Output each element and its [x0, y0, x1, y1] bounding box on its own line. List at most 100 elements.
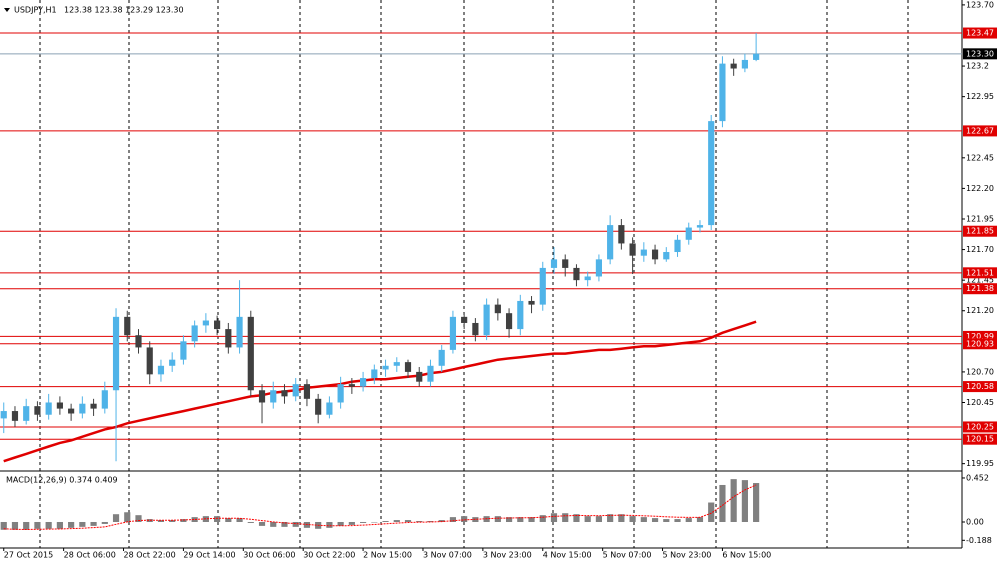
y-tick-label: 121.70: [966, 245, 994, 254]
candle-body: [607, 225, 614, 260]
candle-body: [629, 243, 636, 256]
level-label-bg: [963, 381, 997, 393]
candle-body: [651, 249, 659, 260]
y-tick-label: 120.70: [966, 367, 994, 376]
candle-body: [214, 320, 221, 330]
candle-body: [135, 335, 142, 348]
candle-body: [180, 341, 187, 360]
macd-bar: [191, 517, 198, 522]
y-tick-label: 0.00: [966, 517, 984, 526]
macd-bar: [573, 514, 580, 522]
macd-bar: [281, 521, 288, 527]
macd-bar: [180, 519, 187, 522]
macd-title: MACD(12,26,9) 0.374 0.409: [6, 476, 118, 485]
macd-bar: [169, 520, 176, 522]
candle-body: [618, 225, 625, 244]
candle-body: [393, 362, 400, 366]
macd-bar: [157, 520, 165, 522]
y-tick-label: 121.45: [966, 276, 994, 285]
candle-body: [56, 402, 63, 409]
macd-bar: [270, 521, 277, 527]
macd-bar: [326, 521, 333, 528]
candle-body: [34, 406, 41, 415]
candle-body: [753, 53, 760, 60]
candle-body: [225, 329, 232, 348]
candle-body: [337, 384, 344, 403]
y-tick-label: 120.45: [966, 398, 994, 407]
candle-body: [696, 225, 704, 228]
level-label-bg: [963, 433, 997, 445]
level-label-bg: [963, 225, 997, 237]
macd-bar: [404, 520, 412, 522]
candle-body: [79, 403, 86, 414]
level-label-bg: [963, 125, 997, 137]
candle-body: [169, 359, 176, 366]
y-tick-label: 121.20: [966, 306, 994, 315]
y-tick-label: 122.20: [966, 184, 994, 193]
macd-bar: [517, 517, 524, 522]
level-label: 120.25: [966, 422, 994, 431]
candle-body: [124, 316, 131, 336]
y-tick-label: 122.45: [966, 153, 994, 162]
y-tick-label: 123.70: [966, 0, 994, 9]
candle-body: [719, 63, 726, 122]
x-tick-label: 5 Nov 23:00: [663, 551, 712, 560]
v-grid: [39, 0, 909, 548]
macd-bar: [708, 502, 715, 522]
menu-icon[interactable]: [4, 8, 10, 12]
macd-bar: [90, 521, 97, 526]
macd-bar: [741, 480, 748, 522]
macd-bar: [45, 521, 52, 529]
candle-body: [550, 259, 558, 268]
candle-body: [315, 398, 322, 415]
candle-body: [236, 316, 243, 348]
candle-body: [438, 349, 445, 366]
candle-body: [528, 300, 535, 305]
x-tick-label: 3 Nov 23:00: [483, 551, 532, 560]
x-tick-label: 30 Oct 06:00: [243, 551, 295, 560]
candle-body: [23, 406, 30, 421]
macd-bar: [505, 517, 513, 522]
x-tick-label: 6 Nov 15:00: [722, 551, 771, 560]
macd-bar: [371, 521, 378, 523]
candle-body: [258, 390, 266, 403]
level-label-bg: [963, 421, 997, 433]
candle-body: [382, 365, 389, 370]
candle-body: [505, 313, 513, 330]
candle-body: [404, 362, 412, 372]
candle-body: [685, 227, 692, 240]
candle-body: [68, 408, 75, 414]
candle-body: [730, 63, 737, 69]
x-tick-label: 30 Oct 22:00: [303, 551, 355, 560]
x-tick-label: 27 Oct 2015: [4, 551, 53, 560]
x-tick-label: 4 Nov 15:00: [543, 551, 592, 560]
macd-bar: [23, 521, 30, 530]
macd-bar: [438, 520, 445, 522]
macd-bar: [562, 513, 569, 522]
candle-body: [416, 371, 423, 382]
macd-bar: [719, 484, 726, 522]
macd-bar: [618, 514, 625, 522]
macd-bar: [730, 479, 737, 522]
macd-bar: [225, 518, 232, 522]
macd-bar: [449, 517, 457, 522]
candle-body: [640, 249, 647, 256]
moving-average: [3, 320, 757, 463]
candle-body: [595, 259, 602, 277]
macd-bar: [303, 521, 311, 528]
macd-bar: [607, 514, 614, 522]
candle-body: [292, 384, 299, 397]
candle-body: [741, 59, 748, 69]
x-tick-label: 2 Nov 15:00: [363, 551, 412, 560]
y-tick-label: 121.95: [966, 214, 994, 223]
y-tick-label: -0.188: [966, 536, 992, 545]
macd-bar: [79, 521, 86, 527]
candle-body: [90, 403, 97, 409]
macd-bar: [595, 516, 602, 522]
x-tick-label: 29 Oct 14:00: [183, 551, 235, 560]
level-label: 123.47: [966, 29, 994, 38]
macd-bar: [494, 516, 501, 522]
signal-line: [3, 484, 757, 531]
